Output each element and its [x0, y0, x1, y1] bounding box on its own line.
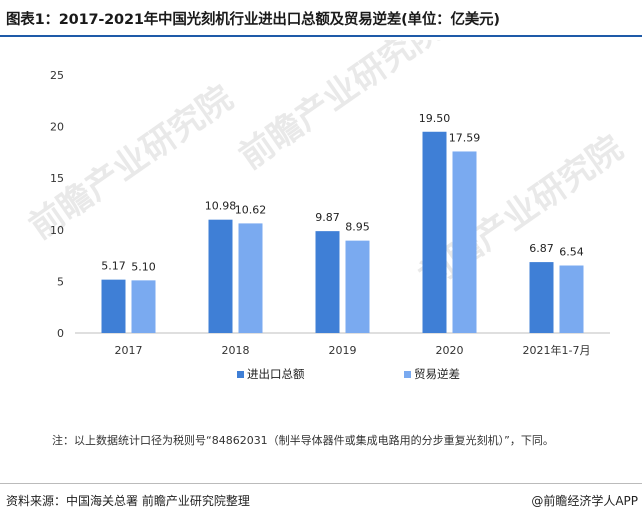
bar-deficit — [131, 280, 156, 333]
data-label: 19.50 — [419, 112, 451, 125]
bar-deficit — [345, 240, 370, 333]
title-divider — [0, 35, 642, 37]
data-label: 6.54 — [559, 246, 584, 259]
y-tick-label: 0 — [57, 327, 64, 340]
axes: 0 5 10 15 20 25 — [50, 69, 610, 340]
y-tick-label: 5 — [57, 275, 64, 288]
footer-divider — [0, 483, 642, 484]
bar-deficit — [559, 265, 584, 333]
x-tick-label: 2018 — [222, 344, 250, 357]
y-tick-label: 15 — [50, 172, 64, 185]
data-label: 17.59 — [449, 131, 481, 144]
x-tick-label: 2017 — [115, 344, 143, 357]
bar-total — [315, 231, 340, 333]
data-label: 10.62 — [235, 203, 267, 216]
chart-title: 图表1：2017-2021年中国光刻机行业进出口总额及贸易逆差(单位：亿美元) — [6, 12, 500, 28]
footnote: 注：以上数据统计口径为税则号“84862031（制半导体器件或集成电路用的分步重… — [52, 434, 554, 447]
bar-deficit — [452, 151, 477, 333]
data-label: 5.17 — [101, 260, 126, 273]
data-label: 9.87 — [315, 211, 340, 224]
watermark-text: 前瞻产业研究院 — [22, 78, 240, 247]
legend-label: 进出口总额 — [247, 367, 305, 381]
x-tick-label: 2021年1-7月 — [523, 343, 591, 357]
y-tick-label: 10 — [50, 224, 64, 237]
bar-total — [529, 262, 554, 333]
bar-total — [422, 131, 447, 333]
data-label: 8.95 — [345, 221, 370, 234]
x-tick-label: 2020 — [436, 344, 464, 357]
source-text: 资料来源：中国海关总署 前瞻产业研究院整理 — [6, 494, 250, 508]
bar-total — [101, 279, 126, 333]
x-tick-label: 2019 — [329, 344, 357, 357]
y-tick-label: 25 — [50, 69, 64, 82]
data-label: 10.98 — [205, 200, 237, 213]
bar-deficit — [238, 223, 263, 333]
legend-swatch — [404, 371, 411, 378]
y-tick-label: 20 — [50, 121, 64, 134]
bar-total — [208, 219, 233, 333]
legend: 进出口总额 贸易逆差 — [237, 367, 460, 381]
legend-label: 贸易逆差 — [414, 367, 460, 381]
legend-swatch — [237, 371, 244, 378]
data-label: 6.87 — [529, 242, 554, 255]
watermark-text: 前瞻产业研究院 — [232, 40, 450, 177]
credit-text: @前瞻经济学人APP — [531, 494, 638, 508]
data-label: 5.10 — [131, 260, 156, 273]
